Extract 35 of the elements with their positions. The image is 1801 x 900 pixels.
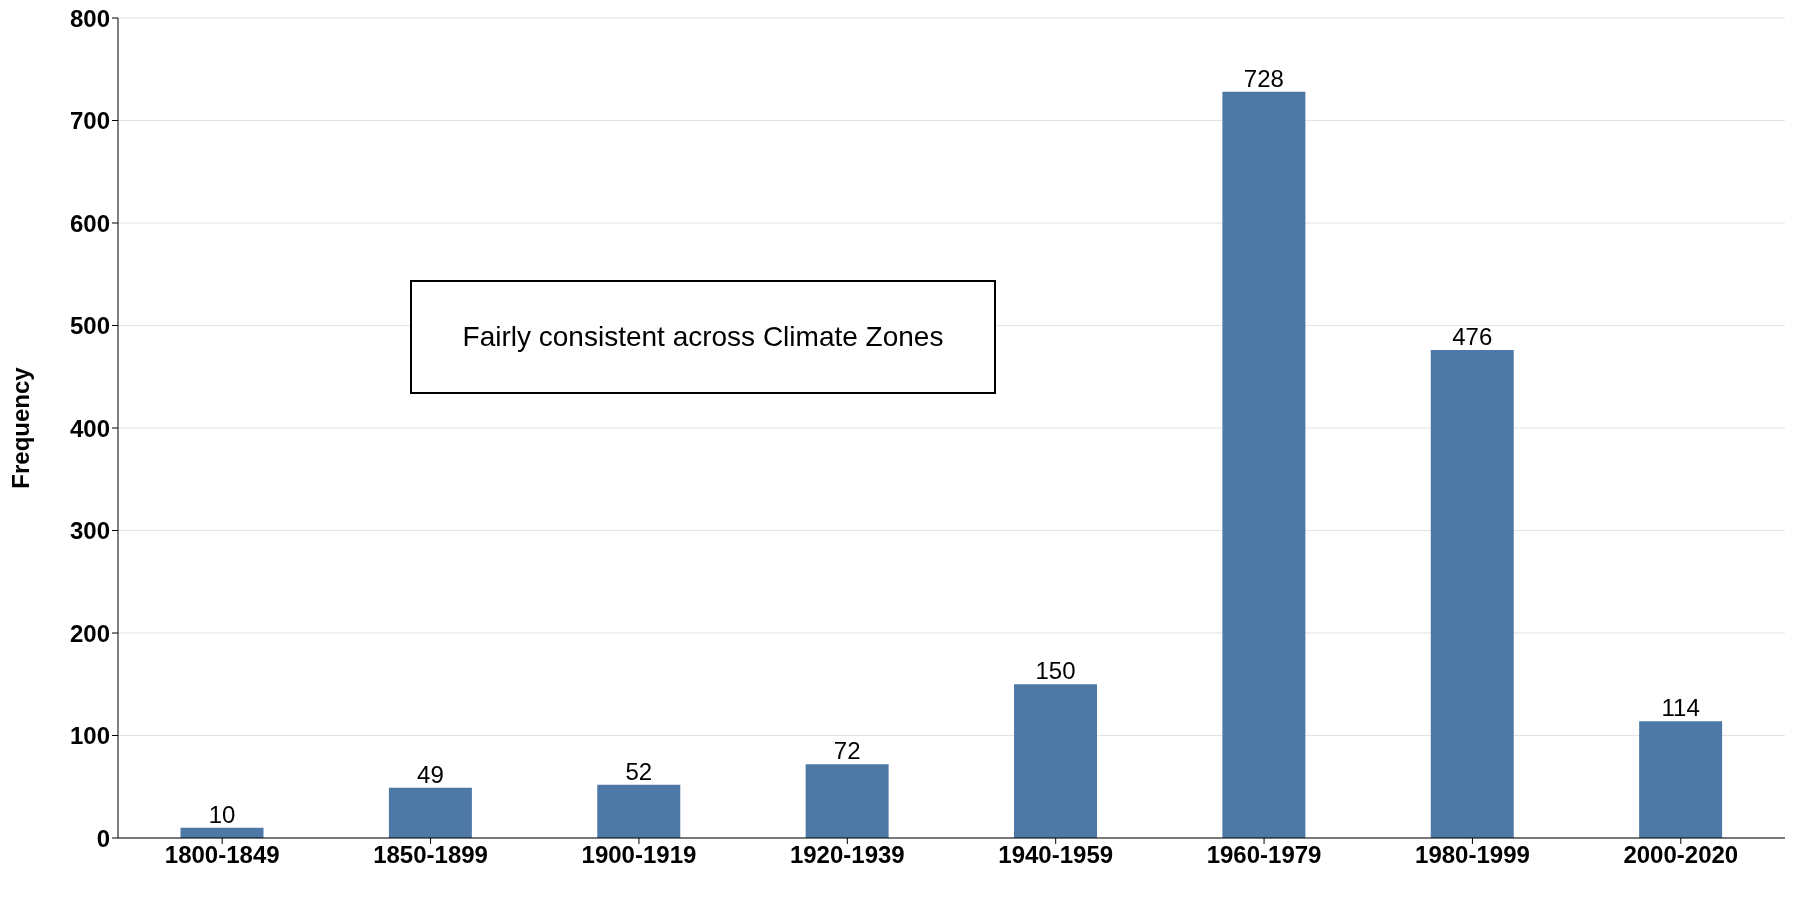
y-axis-title: Frequency	[6, 366, 34, 489]
bar	[1222, 91, 1306, 838]
y-tick-label: 500	[69, 312, 110, 340]
data-label: 476	[1452, 323, 1493, 351]
bar	[1014, 684, 1098, 838]
x-tick-label: 1900-1919	[581, 841, 697, 869]
y-tick-label: 600	[69, 209, 110, 237]
data-label: 150	[1035, 657, 1076, 685]
data-label: 52	[625, 757, 653, 785]
bar	[1430, 350, 1514, 838]
y-tick-label: 200	[69, 619, 110, 647]
y-tick-label: 0	[96, 824, 110, 852]
y-tick-label: 700	[69, 107, 110, 135]
data-label: 49	[417, 760, 444, 788]
data-label: 10	[208, 800, 236, 828]
x-tick-label: 2000-2020	[1623, 841, 1739, 869]
note-box: Fairly consistent across Climate Zones	[410, 280, 996, 394]
x-tick-label: 1980-1999	[1415, 841, 1530, 869]
bar	[388, 787, 472, 838]
y-tick-label: 400	[69, 414, 110, 442]
y-tick-label: 800	[69, 4, 110, 32]
x-tick-label: 1920-1939	[789, 841, 905, 869]
y-tick-label: 100	[69, 722, 110, 750]
annotation: Fairly consistent across Climate Zones	[462, 321, 944, 353]
bar	[1639, 721, 1723, 838]
x-tick-label: 1960-1979	[1206, 841, 1322, 869]
data-label: 114	[1661, 694, 1700, 722]
x-tick-label: 1850-1899	[373, 841, 488, 869]
data-label: 72	[833, 737, 861, 765]
data-label: 728	[1243, 64, 1284, 92]
x-tick-label: 1940-1959	[998, 841, 1114, 869]
x-tick-label: 1800-1849	[164, 841, 280, 869]
bar	[805, 764, 889, 838]
bar	[597, 784, 681, 838]
y-tick-label: 300	[69, 517, 110, 545]
